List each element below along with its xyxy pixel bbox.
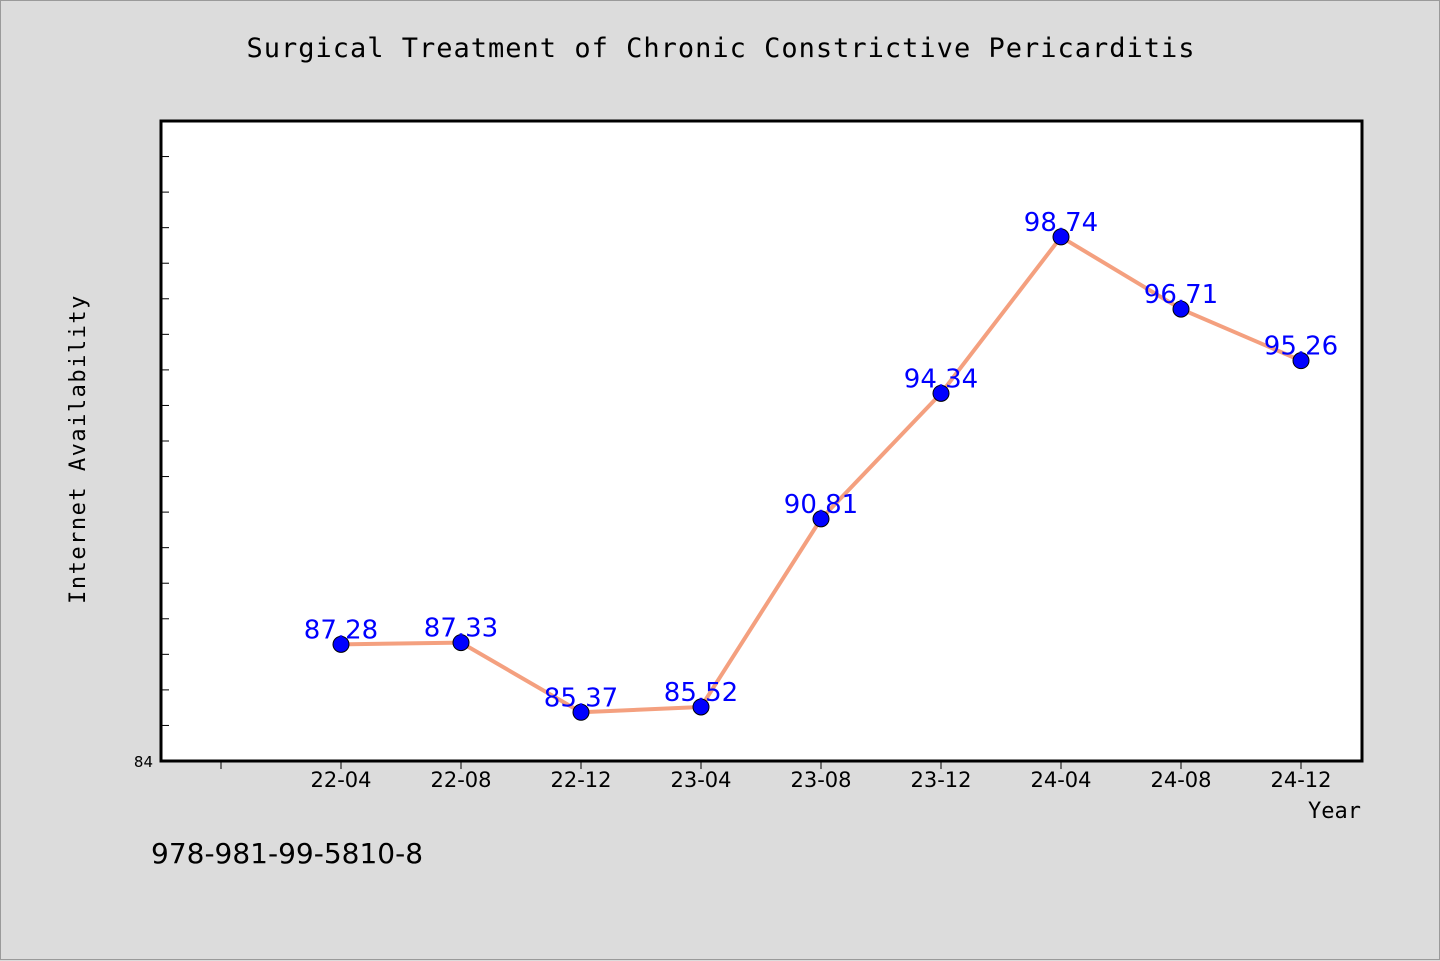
x-tick-label: 22-04 xyxy=(310,768,371,792)
data-label: 85.52 xyxy=(664,678,738,708)
footer-code: 978-981-99-5810-8 xyxy=(151,837,424,870)
data-label: 96.71 xyxy=(1144,280,1218,310)
x-axis-ticks: 22-04 22-08 22-12 23-04 23-08 23-12 24-04 24-08… xyxy=(220,761,1332,792)
data-label: 90.81 xyxy=(784,490,858,520)
y-tick-label: 84 xyxy=(134,753,153,771)
x-tick-label: 23-04 xyxy=(670,768,731,792)
series-markers xyxy=(332,228,1310,721)
data-point xyxy=(572,703,590,721)
plot-area xyxy=(159,119,1364,763)
x-tick-label: 22-12 xyxy=(550,768,611,792)
y-axis-ticks: 84 xyxy=(134,156,169,771)
x-tick-label: 23-12 xyxy=(910,768,971,792)
x-tick-label: 22-08 xyxy=(430,768,491,792)
data-label: 87.33 xyxy=(424,614,498,644)
data-point xyxy=(332,635,350,653)
data-point xyxy=(1292,352,1310,370)
x-tick-label: 24-08 xyxy=(1150,768,1211,792)
data-label: 87.28 xyxy=(304,615,378,645)
data-point xyxy=(932,384,950,402)
x-tick-label: 23-08 xyxy=(790,768,851,792)
x-tick-label: 24-12 xyxy=(1270,768,1331,792)
data-label: 94.34 xyxy=(904,364,978,394)
data-label: 85.37 xyxy=(544,683,618,713)
data-point xyxy=(692,698,710,716)
data-point xyxy=(812,510,830,528)
data-label: 95.26 xyxy=(1264,332,1338,362)
chart-title: Surgical Treatment of Chronic Constricti… xyxy=(246,33,1196,64)
data-label: 98.74 xyxy=(1024,208,1098,238)
x-tick-label: 24-04 xyxy=(1030,768,1091,792)
data-labels: 87.28 87.33 85.37 85.52 90.81 94.34 98.74 96.71… xyxy=(304,208,1338,713)
data-point xyxy=(1172,300,1190,318)
data-point xyxy=(452,634,470,652)
x-axis-label: Year xyxy=(1308,799,1361,824)
data-point xyxy=(1052,228,1070,246)
y-axis-label: Internet Availability xyxy=(66,294,91,604)
